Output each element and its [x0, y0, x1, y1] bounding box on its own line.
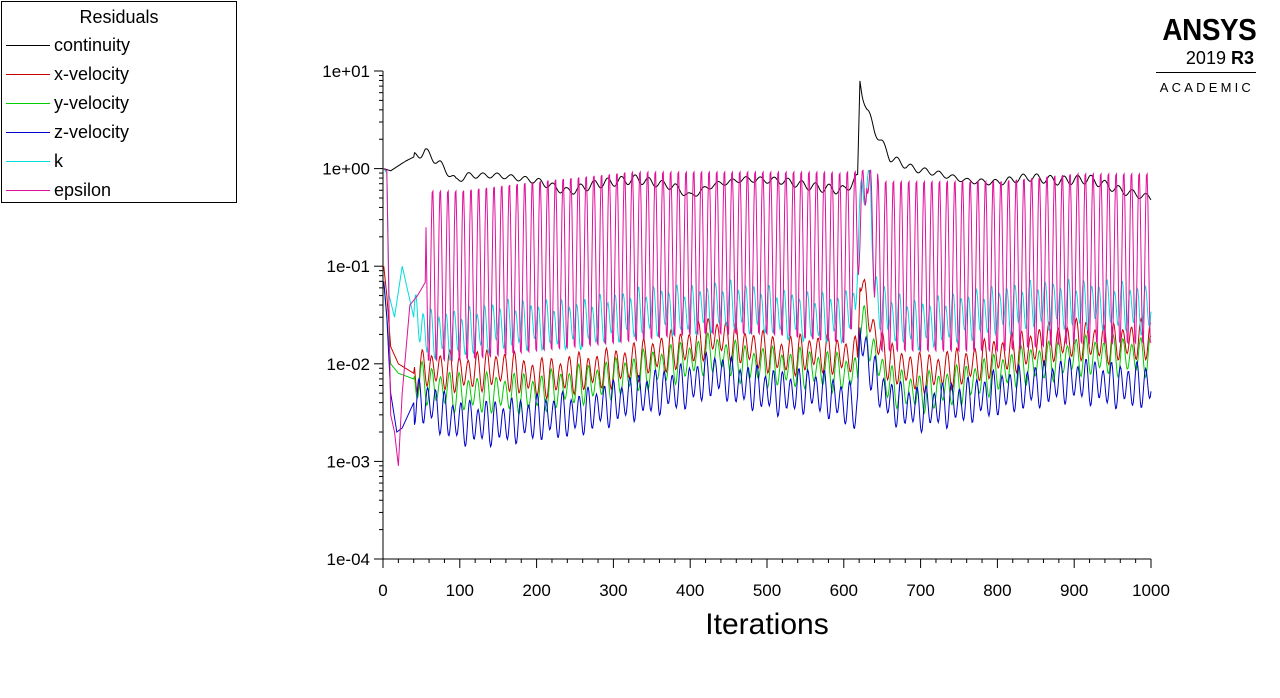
legend-label-k: k — [54, 151, 63, 171]
x-tick-label: 600 — [830, 581, 858, 600]
logo-edition: ACADEMIC — [1159, 80, 1254, 95]
legend-swatch-epsilon — [6, 190, 50, 191]
legend-swatch-k — [6, 161, 50, 162]
y-tick-label: 1e-01 — [327, 257, 370, 276]
x-tick-label: 800 — [983, 581, 1011, 600]
ansys-logo: ANSYS 2019 R3 ACADEMIC — [1150, 12, 1262, 102]
legend-item-y-velocity: y-velocity — [6, 92, 234, 116]
series-line-x-velocity — [383, 266, 1152, 401]
legend-label-continuity: continuity — [54, 35, 131, 55]
logo-name: ANSYS — [1162, 12, 1256, 47]
logo-version: 2019 R3 — [1186, 48, 1254, 69]
x-axis-label: Iterations — [705, 608, 829, 641]
legend-swatch-continuity — [6, 45, 50, 46]
legend-swatch-z-velocity — [6, 132, 50, 133]
series-line-continuity — [383, 80, 1152, 201]
legend-label-y-velocity: y-velocity — [54, 93, 130, 113]
y-tick-label: 1e+00 — [322, 160, 370, 179]
legend-item-epsilon: epsilon — [6, 179, 234, 203]
x-tick-label: 900 — [1060, 581, 1088, 600]
legend-label-x-velocity: x-velocity — [54, 64, 130, 84]
x-tick-label: 100 — [446, 581, 474, 600]
logo-version-release: R3 — [1230, 48, 1254, 68]
x-tick-label: 500 — [753, 581, 781, 600]
legend-item-x-velocity: x-velocity — [6, 63, 234, 87]
series-line-epsilon — [383, 168, 1152, 466]
plot-axes: 1e-04 1e-03 1e-02 1e-01 1e+00 1e+01 0 100 200 300… — [322, 62, 1170, 600]
x-tick-label: 1000 — [1132, 581, 1170, 600]
legend-swatch-x-velocity — [6, 74, 50, 75]
logo-divider — [1156, 72, 1256, 73]
legend-label-epsilon: epsilon — [54, 180, 112, 200]
y-tick-label: 1e-04 — [327, 550, 370, 569]
legend: Residuals continuity x-velocity y-veloci… — [1, 1, 237, 203]
legend-item-k: k — [6, 150, 234, 174]
series-lines — [383, 80, 1152, 466]
y-tick-label: 1e-02 — [327, 355, 370, 374]
legend-item-continuity: continuity — [6, 34, 234, 58]
y-tick-label: 1e+01 — [322, 62, 370, 81]
legend-item-z-velocity: z-velocity — [6, 121, 234, 145]
y-tick-label: 1e-03 — [327, 452, 370, 471]
x-tick-label: 700 — [906, 581, 934, 600]
x-tick-label: 300 — [599, 581, 627, 600]
x-tick-label: 200 — [522, 581, 550, 600]
legend-swatch-y-velocity — [6, 103, 50, 104]
x-tick-label: 400 — [676, 581, 704, 600]
series-line-z-velocity — [383, 281, 1152, 449]
x-tick-label: 0 — [378, 581, 387, 600]
legend-label-z-velocity: z-velocity — [54, 122, 130, 142]
legend-title: Residuals — [79, 7, 159, 27]
logo-version-year: 2019 — [1185, 48, 1226, 68]
